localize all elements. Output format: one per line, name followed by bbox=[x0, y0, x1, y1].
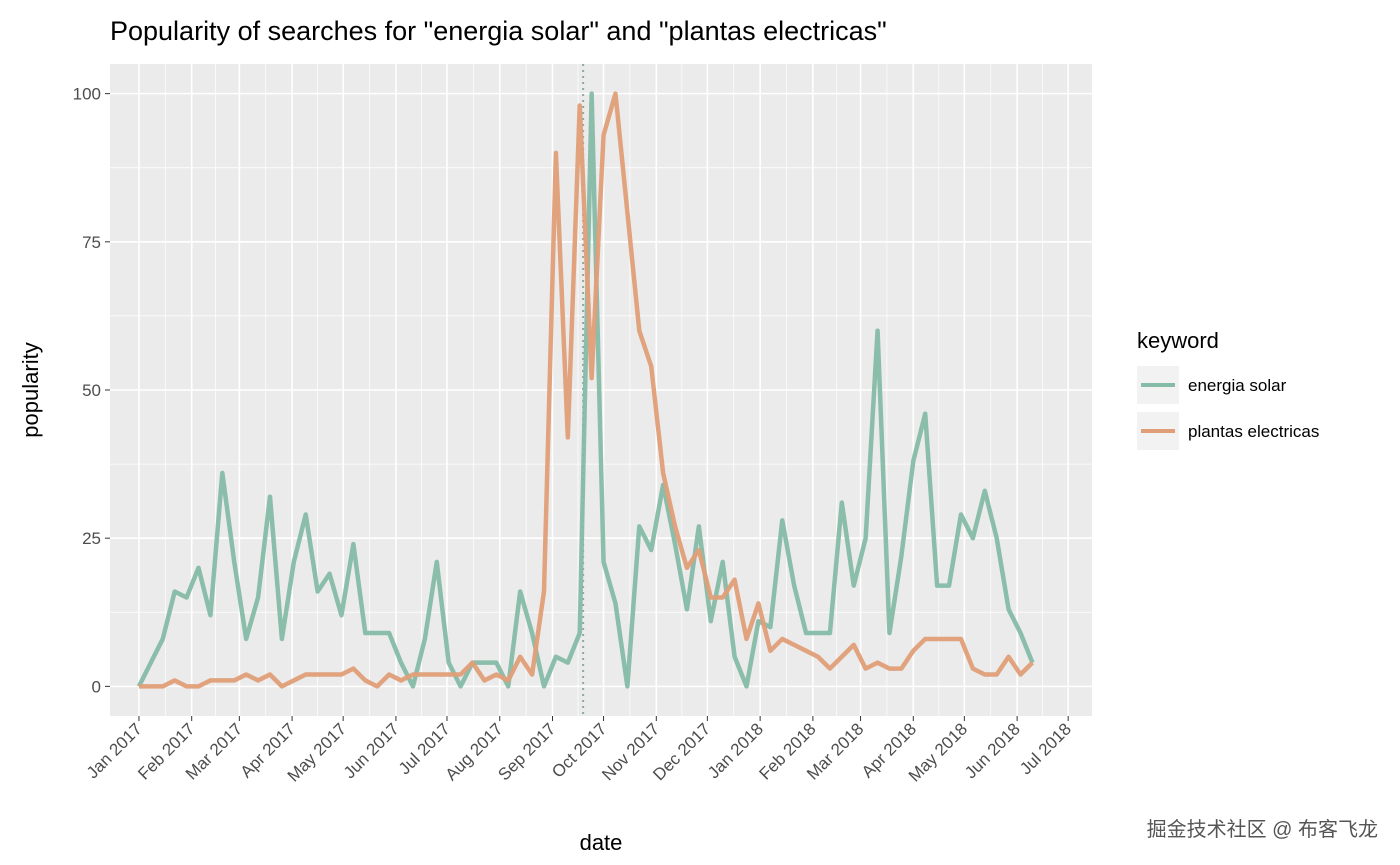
legend-title: keyword bbox=[1137, 328, 1219, 353]
y-tick-label: 100 bbox=[73, 85, 101, 104]
y-axis-label: popularity bbox=[18, 342, 43, 437]
x-tick-label: Jun 2017 bbox=[340, 719, 403, 782]
chart-title: Popularity of searches for "energia sola… bbox=[110, 16, 887, 46]
watermark: 掘金技术社区 @ 布客飞龙 bbox=[1147, 818, 1378, 841]
legend: keyword energia solar plantas electricas bbox=[1137, 328, 1319, 450]
x-tick-label: Jul 2018 bbox=[1016, 719, 1075, 778]
x-axis-label: date bbox=[580, 830, 623, 855]
y-tick-label: 0 bbox=[92, 677, 101, 696]
y-tick-label: 75 bbox=[82, 233, 101, 252]
legend-label-plantas-electricas: plantas electricas bbox=[1188, 422, 1319, 441]
x-tick-label: Jun 2018 bbox=[961, 719, 1024, 782]
series-line-energia-solar bbox=[136, 91, 1035, 689]
series-lines bbox=[136, 91, 1035, 689]
y-axis: 0 25 50 75 100 bbox=[73, 85, 110, 696]
legend-label-energia-solar: energia solar bbox=[1188, 376, 1287, 395]
series-line-plantas-electricas bbox=[138, 91, 1035, 689]
x-tick-label: Sep 2017 bbox=[494, 719, 559, 784]
y-tick-label: 25 bbox=[82, 529, 101, 548]
y-tick-label: 50 bbox=[82, 381, 101, 400]
